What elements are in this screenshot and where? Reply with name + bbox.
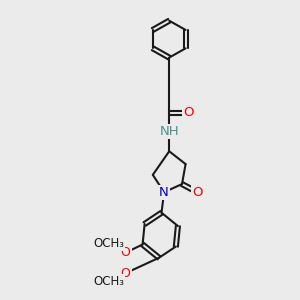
Text: OCH₃: OCH₃: [93, 275, 124, 288]
Text: O: O: [121, 267, 130, 280]
Text: NH: NH: [159, 125, 179, 138]
Text: O: O: [192, 186, 202, 199]
Text: OCH₃: OCH₃: [93, 237, 124, 250]
Text: N: N: [159, 186, 169, 199]
Text: O: O: [183, 106, 194, 119]
Text: O: O: [121, 246, 130, 259]
